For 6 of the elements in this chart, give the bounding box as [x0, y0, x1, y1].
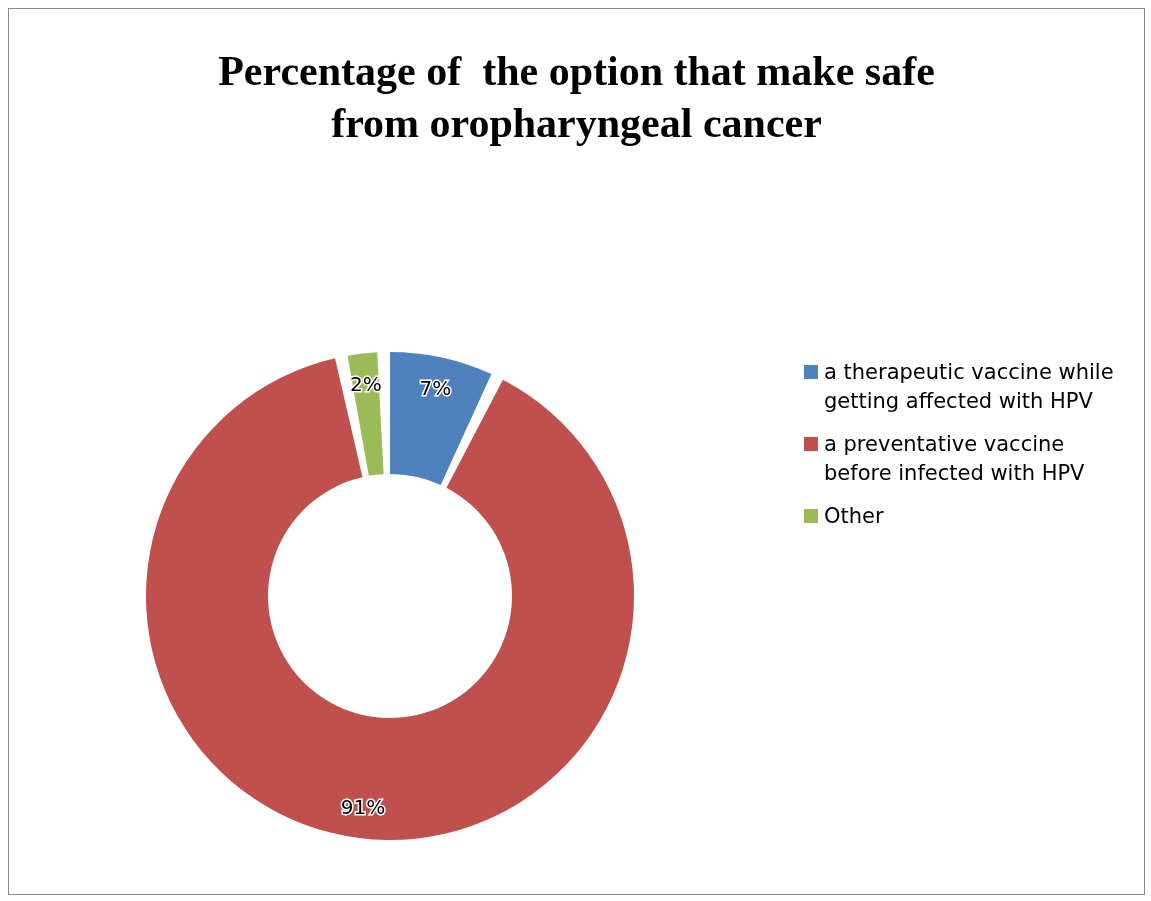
legend-label: Other — [824, 503, 884, 530]
legend-label: a therapeutic vaccine while getting affected with HPV — [824, 359, 1115, 415]
data-label: 7% — [419, 375, 452, 400]
chart-title: Percentage of the option that make safe from oropharyngeal cancer — [217, 47, 936, 148]
data-label: 91% — [340, 795, 386, 820]
legend-label: a preventative vaccine before infected with HPV — [824, 431, 1086, 487]
